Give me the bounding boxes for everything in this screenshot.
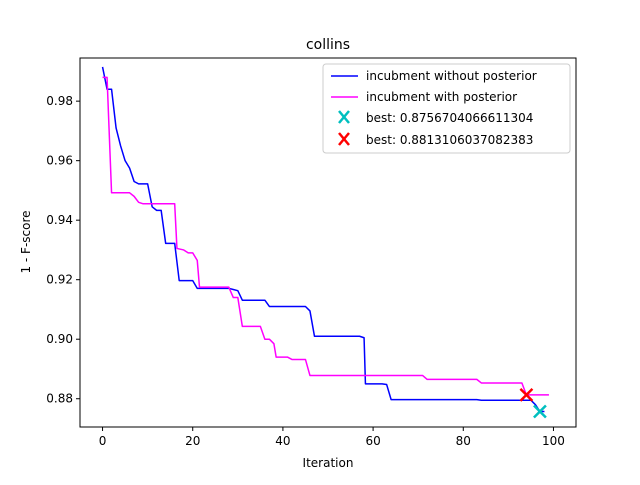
x-tick-label: 0 (99, 434, 107, 448)
legend: incubment without posterior incubment wi… (322, 63, 571, 154)
y-axis-label: 1 - F-score (19, 210, 33, 273)
series-line-without-posterior (101, 66, 545, 413)
legend-swatch-best-cyan (338, 110, 350, 124)
plot-markers (519, 387, 547, 419)
y-tick-label: 0.92 (46, 273, 73, 287)
series-line-with-posterior (102, 76, 549, 396)
x-tick-label: 100 (542, 434, 565, 448)
x-tick-label: 20 (185, 434, 200, 448)
legend-label-best-red: best: 0.8813106037082383 (366, 133, 533, 147)
y-tick-label: 0.94 (46, 213, 73, 227)
x-axis: 0 20 40 60 80 100 (99, 427, 565, 448)
legend-box (322, 63, 571, 154)
y-axis: 0.88 0.90 0.92 0.94 0.96 0.98 (46, 94, 80, 406)
x-tick-label: 80 (456, 434, 471, 448)
plot-series (101, 66, 549, 413)
legend-label-without-posterior: incubment without posterior (366, 69, 537, 83)
y-tick-label: 0.98 (46, 94, 73, 108)
legend-label-with-posterior: incubment with posterior (366, 90, 517, 104)
best-marker-red (519, 387, 534, 402)
y-tick-label: 0.88 (46, 392, 73, 406)
y-tick-label: 0.96 (46, 154, 73, 168)
axes-frame (79, 57, 577, 428)
x-axis-label: Iteration (303, 456, 354, 470)
legend-swatch-best-red (338, 132, 350, 146)
y-tick-label: 0.90 (46, 332, 73, 346)
x-tick-label: 60 (365, 434, 380, 448)
chart-title: collins (306, 37, 350, 53)
legend-label-best-cyan: best: 0.8756704066611304 (366, 111, 533, 125)
x-tick-label: 40 (275, 434, 290, 448)
best-marker-cyan (533, 404, 547, 419)
